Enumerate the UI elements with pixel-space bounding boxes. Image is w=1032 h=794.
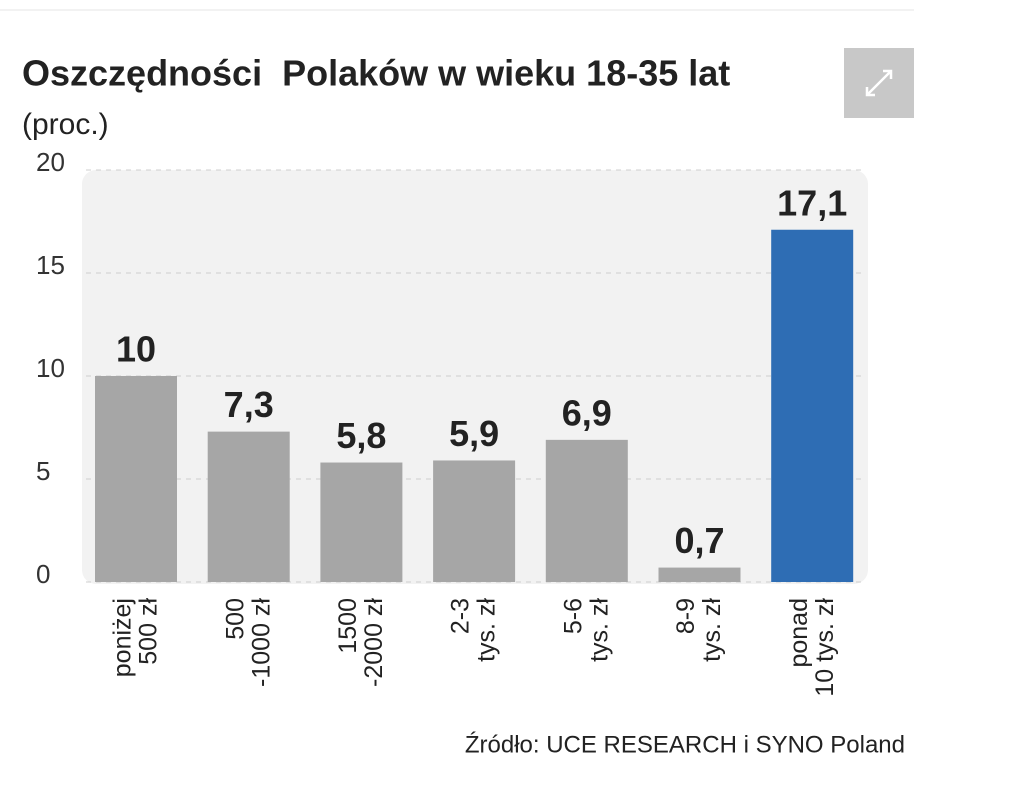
x-tick-label: tys. zł bbox=[585, 598, 613, 662]
x-tick-label: 2-3 bbox=[447, 598, 475, 634]
bar bbox=[658, 567, 741, 582]
value-label: 17,1 bbox=[777, 182, 847, 223]
x-tick-label: 500 zł bbox=[135, 598, 163, 665]
bar bbox=[95, 376, 177, 582]
bar bbox=[771, 229, 854, 583]
x-tick-label: 5-6 bbox=[559, 598, 587, 634]
y-tick-label: 10 bbox=[36, 353, 65, 383]
x-tick-label: tys. zł bbox=[473, 598, 501, 662]
chart-subtitle: (proc.) bbox=[22, 108, 109, 141]
bar bbox=[545, 439, 628, 582]
y-tick-label: 0 bbox=[36, 559, 50, 589]
value-label: 6,9 bbox=[562, 392, 612, 433]
x-tick-label: -2000 zł bbox=[360, 598, 388, 687]
y-tick-label: 15 bbox=[36, 250, 65, 280]
expand-icon[interactable] bbox=[865, 69, 893, 97]
x-tick-label: poniżej bbox=[109, 598, 137, 677]
x-tick-label: ponad bbox=[785, 598, 813, 668]
bar bbox=[433, 460, 516, 582]
value-label: 0,7 bbox=[674, 520, 724, 561]
x-tick-label: 1500 bbox=[334, 598, 362, 654]
source-note: Źródło: UCE RESEARCH i SYNO Poland bbox=[465, 731, 905, 758]
bar bbox=[207, 431, 290, 582]
x-tick-label: 500 bbox=[221, 598, 249, 640]
y-tick-label: 20 bbox=[36, 147, 65, 177]
expand-button[interactable] bbox=[844, 48, 914, 118]
x-tick-label: tys. zł bbox=[698, 598, 726, 662]
y-tick-label: 5 bbox=[36, 456, 50, 486]
chart-title: Oszczędności Polaków w wieku 18-35 lat bbox=[22, 53, 730, 94]
value-label: 7,3 bbox=[224, 384, 274, 425]
x-tick-label: 10 tys. zł bbox=[811, 598, 839, 697]
x-tick-label: 8-9 bbox=[672, 598, 700, 634]
x-tick-label: -1000 zł bbox=[247, 598, 275, 687]
value-label: 5,9 bbox=[449, 413, 499, 454]
value-label: 5,8 bbox=[336, 415, 386, 456]
value-label: 10 bbox=[116, 329, 156, 370]
bar bbox=[320, 462, 403, 582]
